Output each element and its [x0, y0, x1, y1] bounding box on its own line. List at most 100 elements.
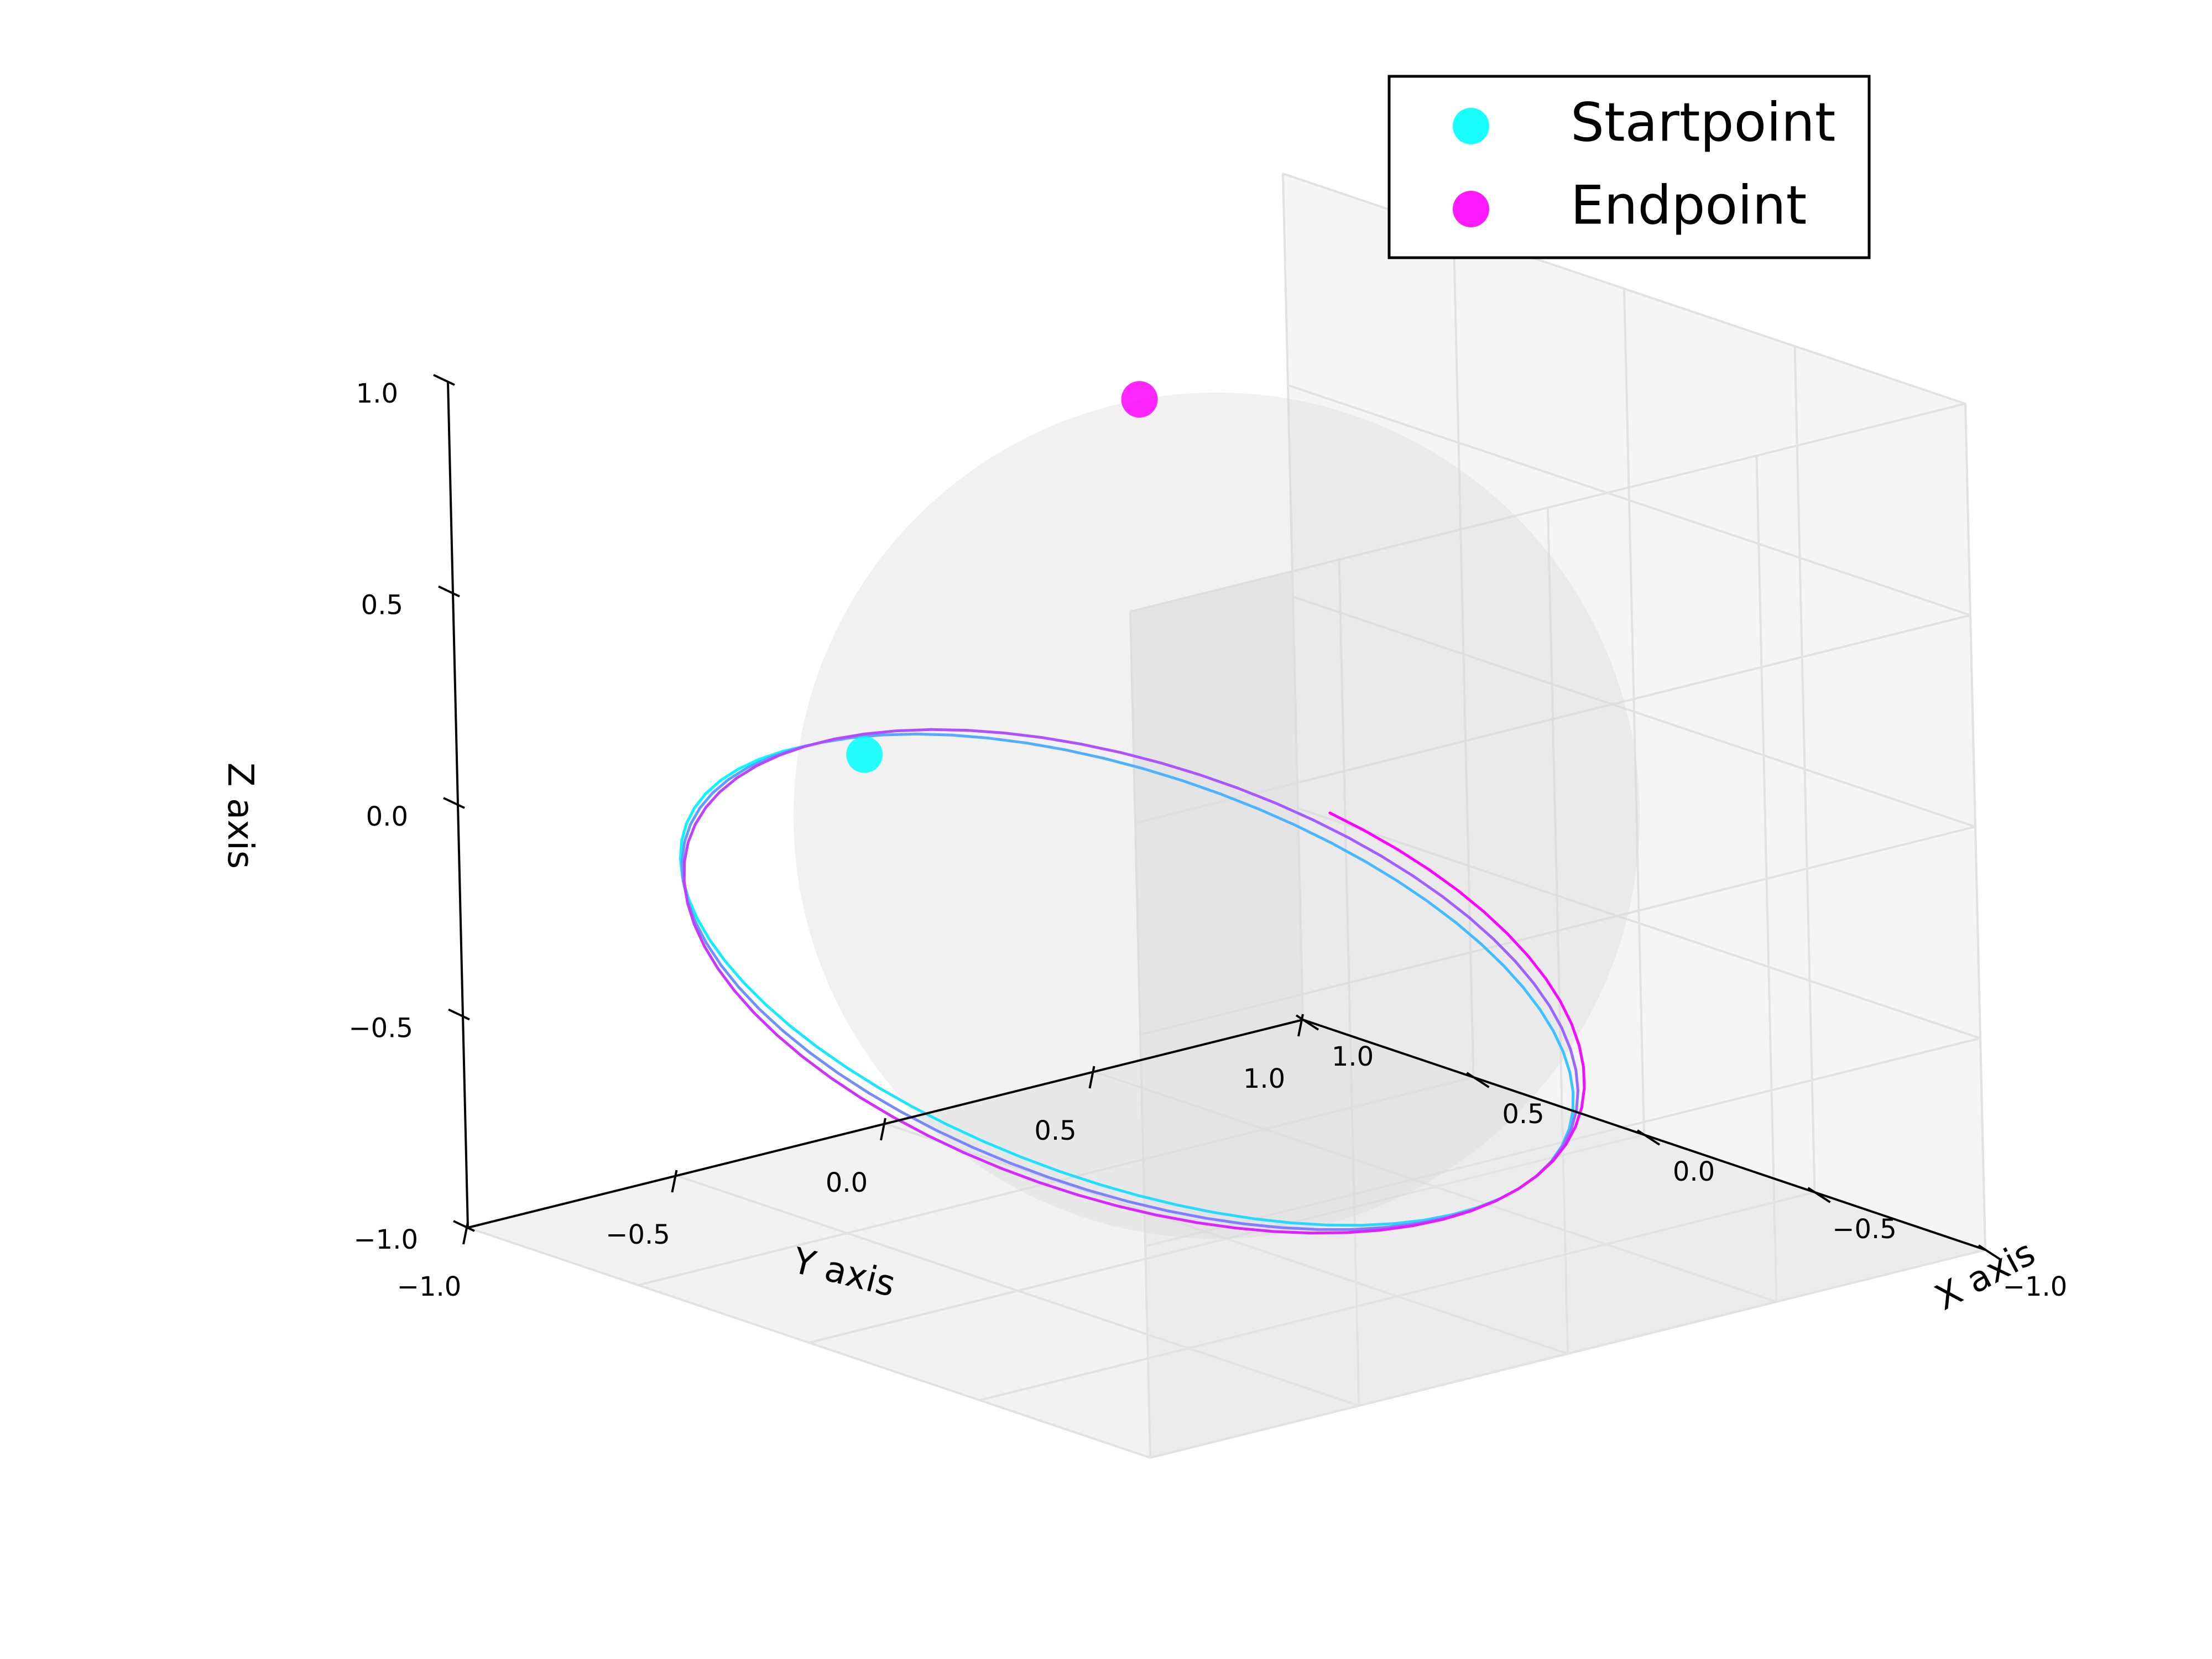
marker-points — [846, 381, 1158, 773]
trajectory-segment — [1125, 1199, 1168, 1212]
trajectory-segment — [1037, 1181, 1079, 1197]
trajectory-segment — [1272, 1230, 1312, 1235]
trajectory-segment — [1237, 786, 1277, 805]
trajectory-segment — [1204, 1217, 1245, 1225]
trajectory-segment — [1141, 767, 1184, 782]
trajectory-segment — [950, 733, 990, 740]
trajectory-segment — [832, 732, 866, 741]
trajectory-segment — [718, 776, 738, 794]
z-axis-label: Z axis — [220, 763, 260, 869]
trajectory-segment — [859, 1096, 895, 1119]
trajectory-segment — [789, 1024, 818, 1048]
trajectory-segment — [1575, 1089, 1579, 1112]
trajectory-segment — [900, 1110, 938, 1132]
tick-labels: −1.0 −1.0 −1.0 −0.5 −0.5 −0.5 0.0 0.0 0.0 0.5 0.5 0… — [348, 378, 2067, 1302]
trajectory-segment — [1562, 1126, 1573, 1147]
trajectory-segment — [1580, 1086, 1586, 1109]
grid-line — [1140, 826, 1976, 1036]
trajectory-segment — [1480, 942, 1505, 967]
reference-sphere — [793, 392, 1640, 1239]
trajectory-segment — [1552, 1029, 1565, 1053]
trajectory-segment — [1025, 742, 1067, 752]
trajectory-segment — [915, 732, 953, 737]
trajectory-segment — [1234, 1227, 1275, 1233]
trajectory-segment — [693, 806, 707, 826]
trajectory-segment — [1176, 1203, 1218, 1214]
trajectory-segment — [1097, 1183, 1140, 1197]
trajectory-segment — [1569, 1047, 1578, 1072]
trajectory-segment — [999, 1166, 1041, 1184]
trajectory-segment — [1328, 811, 1366, 832]
trajectory-segment — [1219, 792, 1261, 811]
trajectory-segment — [1274, 802, 1314, 821]
x-tick — [1978, 1244, 2002, 1261]
x-tick — [1295, 1014, 1319, 1031]
trajectory-segment — [1502, 964, 1525, 989]
trajectory-segment — [1076, 1193, 1119, 1208]
trajectory-segment — [693, 792, 708, 810]
z-tick-label: 1.0 — [356, 378, 398, 409]
trajectory-segment — [1570, 1108, 1578, 1130]
trajectory-segment — [1469, 1199, 1497, 1213]
trajectory-segment — [753, 1011, 779, 1036]
trajectory-segment — [1165, 1209, 1207, 1220]
trajectory-segment — [1009, 1161, 1050, 1179]
trajectory-segment — [1330, 842, 1368, 863]
trajectory-segment — [1385, 1222, 1420, 1229]
y-tick — [1297, 1014, 1304, 1037]
trajectory-segment — [1063, 748, 1105, 760]
trajectory-segment — [1574, 1106, 1583, 1128]
trajectory-segment — [1116, 1204, 1159, 1217]
trajectory-segment — [1483, 910, 1509, 936]
legend-label-startpoint: Startpoint — [1571, 91, 1835, 153]
grid-line — [885, 1123, 1568, 1355]
trajectory-segment — [801, 1055, 832, 1079]
z-tick-label: −0.5 — [348, 1013, 413, 1044]
trajectory-segment — [737, 758, 761, 771]
trajectory-segment — [758, 1008, 785, 1032]
trajectory-segment — [1454, 921, 1483, 946]
trajectory-segment — [828, 1076, 862, 1099]
trajectory-segment — [778, 744, 807, 757]
legend: Startpoint Endpoint — [1387, 75, 1871, 259]
grid-line — [1287, 384, 1971, 617]
trajectory-segment — [1427, 868, 1459, 892]
trajectory-segment — [733, 989, 756, 1015]
x-tick — [1466, 1072, 1490, 1088]
trajectory-segment — [1527, 954, 1547, 980]
trajectory-segment — [881, 732, 918, 737]
trajectory-segment — [926, 1134, 965, 1154]
trajectory-segment — [742, 981, 767, 1006]
trajectory-segment — [698, 791, 714, 810]
trajectory-segment — [781, 1029, 811, 1053]
x-tick-label: 0.5 — [1502, 1099, 1544, 1130]
trajectory-segment — [945, 1123, 985, 1143]
trajectory-segment — [703, 945, 719, 970]
trajectory-segment — [764, 1003, 792, 1027]
trajectory-segment — [1506, 932, 1530, 958]
trajectory-segment — [745, 756, 771, 769]
trajectory-segment — [1441, 1209, 1472, 1221]
trajectory-segment — [711, 778, 730, 795]
trajectory-segment — [1363, 829, 1400, 851]
y-tick-label: 1.0 — [1243, 1063, 1285, 1094]
y-tick — [462, 1222, 469, 1245]
x-tick — [1807, 1187, 1831, 1203]
grid-line — [1135, 614, 1971, 825]
y-tick — [880, 1118, 886, 1141]
trajectory-segment — [1427, 900, 1458, 924]
grid-line — [1130, 403, 1966, 613]
trajectory-segment — [1058, 1170, 1100, 1186]
trajectory-segment — [1214, 1211, 1256, 1220]
z-tick — [453, 1220, 475, 1232]
trajectory-segment — [1396, 880, 1430, 904]
trajectory-line — [679, 728, 1586, 1235]
x-tick — [1636, 1129, 1661, 1146]
trajectory-segment — [1295, 824, 1333, 845]
grid-line — [1964, 403, 1986, 1250]
trajectory-segment — [1548, 1004, 1563, 1029]
trajectory-segment — [683, 841, 690, 863]
trajectory-segment — [1560, 1026, 1572, 1051]
trajectory-segment — [1080, 743, 1123, 754]
trajectory-segment — [807, 1050, 839, 1074]
